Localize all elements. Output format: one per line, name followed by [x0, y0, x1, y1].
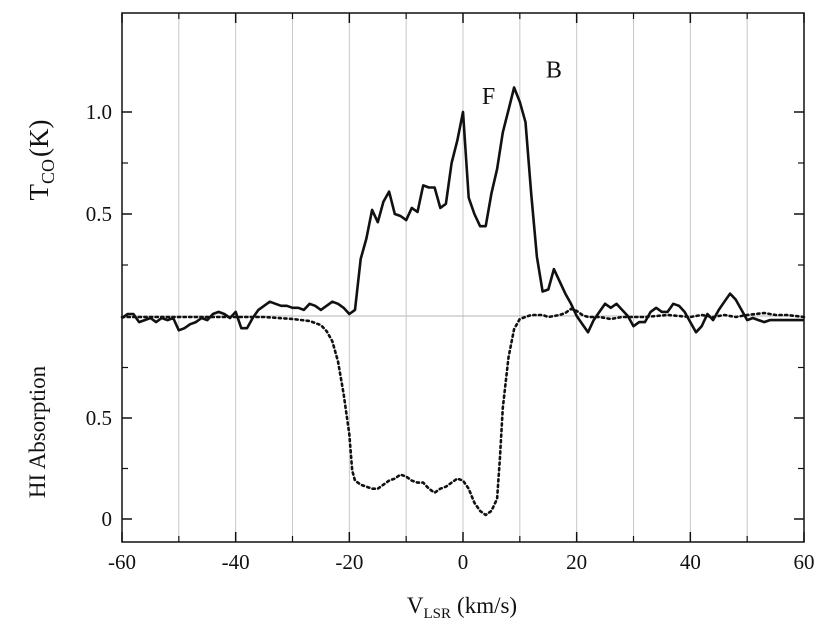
y-tick-label-bottom: 0 — [102, 507, 113, 531]
peak-label-b: B — [546, 57, 562, 83]
x-axis-title-unit: (km/s) — [457, 593, 517, 618]
y-axis-title-top-sub: CO — [38, 159, 58, 184]
y-tick-label-top: 1.0 — [86, 100, 112, 124]
x-tick-label: -20 — [335, 550, 363, 574]
y-axis-title-top-main: T — [24, 184, 54, 201]
y-tick-label-top: 0.5 — [86, 202, 112, 226]
x-tick-label: 0 — [458, 550, 469, 574]
y-axis-title-top-unit: (K) — [24, 120, 54, 157]
series-layer — [120, 86, 806, 517]
co-spectrum-line — [121, 86, 804, 334]
y-axis-title-bottom: HI Absorption — [25, 365, 50, 498]
peak-label-f: F — [482, 84, 495, 110]
tick-labels: -60 -40 -20 0 20 40 60 0.5 1.0 0 0.5 — [86, 100, 815, 574]
peak-annotations: FB — [482, 57, 562, 110]
x-axis-title: VLSR (km/s) — [407, 593, 517, 622]
y-tick-label-bottom: 0.5 — [86, 406, 112, 430]
x-axis-title-main: V — [407, 593, 424, 618]
tick-marks — [121, 13, 805, 542]
hi-absorption-line — [120, 307, 806, 517]
x-tick-label: -40 — [222, 550, 250, 574]
x-tick-label: -60 — [108, 550, 136, 574]
x-tick-label: 40 — [680, 550, 701, 574]
y-axis-title-top: TCO(K) — [24, 120, 58, 201]
x-tick-label: 60 — [794, 550, 815, 574]
x-axis-title-sub: LSR — [424, 606, 452, 622]
vertical-gridlines — [178, 13, 748, 542]
x-tick-label: 20 — [566, 550, 587, 574]
